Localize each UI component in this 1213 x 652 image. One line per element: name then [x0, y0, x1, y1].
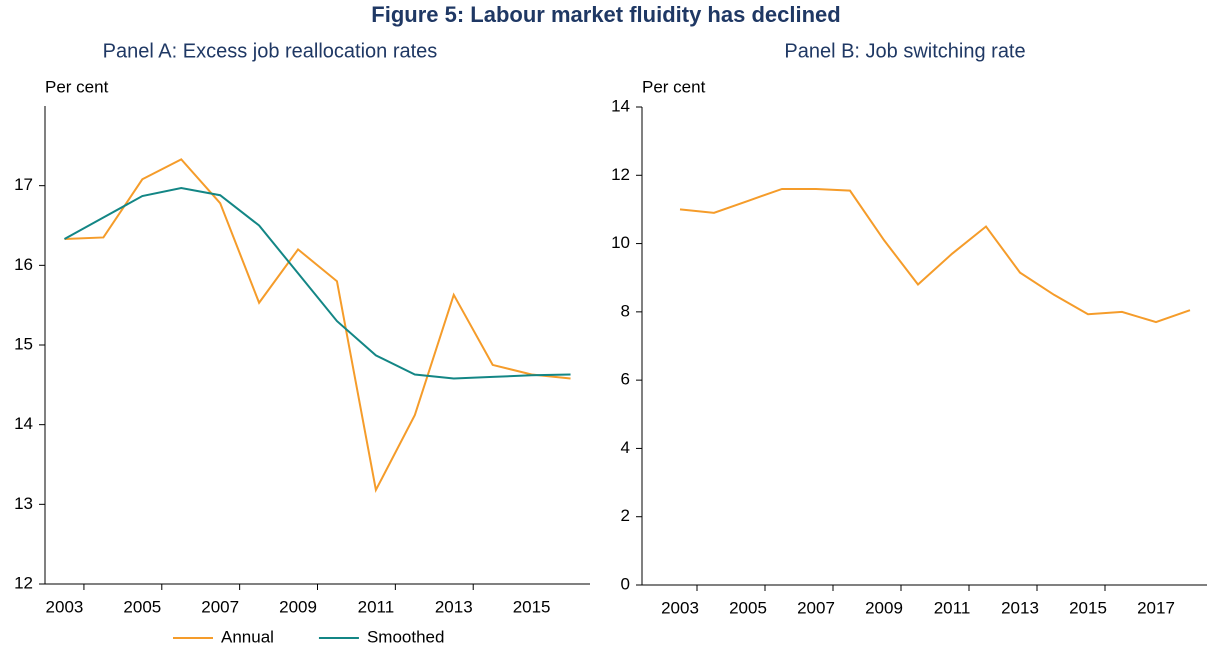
x-tick-label: 2003	[46, 597, 84, 616]
x-tick-label: 2009	[865, 598, 903, 617]
x-tick-label: 2013	[1001, 598, 1039, 617]
y-tick-label: 8	[621, 301, 630, 320]
y-tick-label: 16	[14, 255, 33, 274]
y-tick-label: 17	[14, 175, 33, 194]
y-tick-label: 10	[611, 233, 630, 252]
panel-title: Panel B: Job switching rate	[784, 40, 1025, 62]
y-tick-label: 14	[14, 414, 33, 433]
series-line	[63, 187, 571, 380]
y-tick-label: 13	[14, 494, 33, 513]
series-line	[64, 158, 571, 494]
y-tick-label: 2	[621, 506, 630, 525]
x-tick-label: 2005	[123, 597, 161, 616]
y-tick-label: 0	[621, 574, 630, 593]
x-tick-label: 2015	[513, 597, 551, 616]
x-tick-label: 2009	[279, 597, 317, 616]
y-tick-label: 6	[621, 370, 630, 389]
x-tick-label: 2003	[661, 598, 699, 617]
panel-title: Panel A: Excess job reallocation rates	[103, 40, 438, 62]
legend-label: Smoothed	[367, 627, 445, 646]
x-tick-label: 2013	[435, 597, 473, 616]
x-tick-label: 2015	[1069, 598, 1107, 617]
y-tick-label: 4	[621, 438, 630, 457]
y-tick-label: 15	[14, 334, 33, 353]
x-tick-label: 2005	[729, 598, 767, 617]
legend-label: Annual	[221, 627, 274, 646]
x-tick-label: 2007	[797, 598, 835, 617]
y-tick-label: 12	[14, 573, 33, 592]
y-axis-label: Per cent	[45, 77, 109, 96]
y-axis-label: Per cent	[642, 77, 706, 96]
x-tick-label: 2017	[1137, 598, 1175, 617]
x-tick-label: 2011	[934, 598, 971, 617]
x-tick-label: 2011	[358, 597, 395, 616]
series-line	[679, 187, 1191, 324]
x-tick-label: 2007	[201, 597, 239, 616]
y-tick-label: 12	[611, 165, 630, 184]
figure-title: Figure 5: Labour market fluidity has dec…	[371, 2, 840, 27]
y-tick-label: 14	[611, 96, 630, 115]
